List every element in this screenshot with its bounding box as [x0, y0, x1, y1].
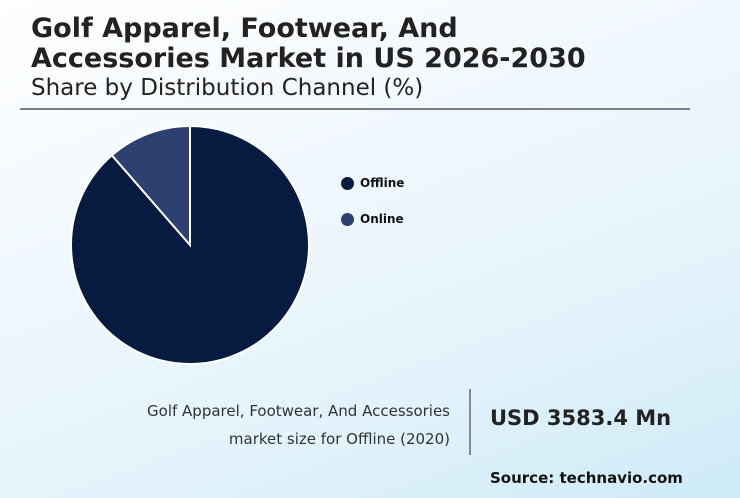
legend-dot-online [341, 212, 354, 226]
chart-subtitle: Share by Distribution Channel (%) [31, 75, 424, 101]
pie-chart [70, 124, 310, 365]
pie-slice-online [110, 124, 191, 248]
market-size-value: USD 3583.4 Mn [490, 406, 672, 430]
chart-title-line2: Accessories Market in US 2026-2030 [31, 43, 586, 74]
chart-title: Golf Apparel, Footwear, And Accessories … [31, 14, 586, 74]
chart-title-line1: Golf Apparel, Footwear, And [31, 13, 458, 44]
legend-dot-offline [341, 176, 354, 190]
legend: Offline Online [341, 174, 404, 246]
legend-item-online: Online [341, 210, 404, 228]
legend-label: Offline [360, 176, 405, 190]
legend-item-offline: Offline [341, 174, 404, 192]
vertical-divider [469, 389, 471, 455]
source-label: Source: technavio.com [490, 469, 683, 487]
title-divider [20, 108, 690, 110]
market-size-description: Golf Apparel, Footwear, And Accessories … [50, 397, 450, 453]
description-line2: market size for Offline (2020) [228, 430, 450, 448]
description-line1: Golf Apparel, Footwear, And Accessories [147, 402, 450, 420]
legend-label: Online [360, 212, 404, 226]
